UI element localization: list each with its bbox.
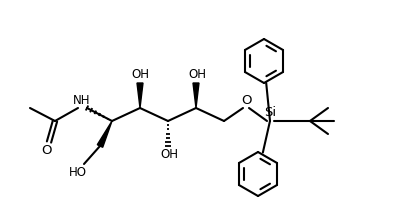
- Text: OH: OH: [160, 149, 178, 162]
- Polygon shape: [97, 121, 112, 147]
- Text: OH: OH: [188, 67, 206, 81]
- Polygon shape: [137, 83, 143, 108]
- Text: Si: Si: [264, 106, 276, 119]
- Polygon shape: [193, 83, 199, 108]
- Text: O: O: [42, 143, 52, 157]
- Text: O: O: [241, 95, 251, 108]
- Text: OH: OH: [131, 67, 149, 81]
- Text: HO: HO: [69, 165, 87, 178]
- Text: NH: NH: [73, 95, 91, 108]
